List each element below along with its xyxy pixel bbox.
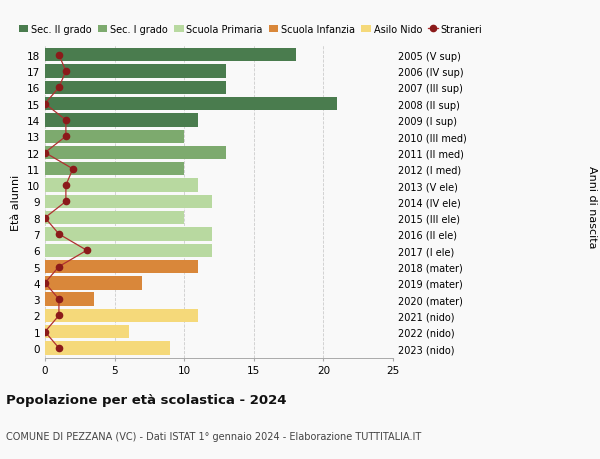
Legend: Sec. II grado, Sec. I grado, Scuola Primaria, Scuola Infanzia, Asilo Nido, Stran: Sec. II grado, Sec. I grado, Scuola Prim… [19,25,482,35]
Bar [45,163,184,176]
Text: COMUNE DI PEZZANA (VC) - Dati ISTAT 1° gennaio 2024 - Elaborazione TUTTITALIA.IT: COMUNE DI PEZZANA (VC) - Dati ISTAT 1° g… [6,431,421,441]
Bar [45,212,184,225]
Bar [45,130,184,144]
Bar [45,277,142,290]
Text: Anni di nascita: Anni di nascita [587,165,597,248]
Bar [45,65,226,78]
Bar [45,309,198,322]
Bar [45,244,212,257]
Text: Popolazione per età scolastica - 2024: Popolazione per età scolastica - 2024 [6,393,287,406]
Bar [45,179,198,192]
Bar [45,98,337,111]
Bar [45,195,212,209]
Bar [45,260,198,274]
Bar [45,293,94,306]
Bar [45,82,226,95]
Y-axis label: Età alunni: Età alunni [11,174,22,230]
Bar [45,228,212,241]
Bar [45,49,296,62]
Bar [45,146,226,160]
Bar [45,341,170,355]
Bar [45,325,128,339]
Bar [45,114,198,127]
